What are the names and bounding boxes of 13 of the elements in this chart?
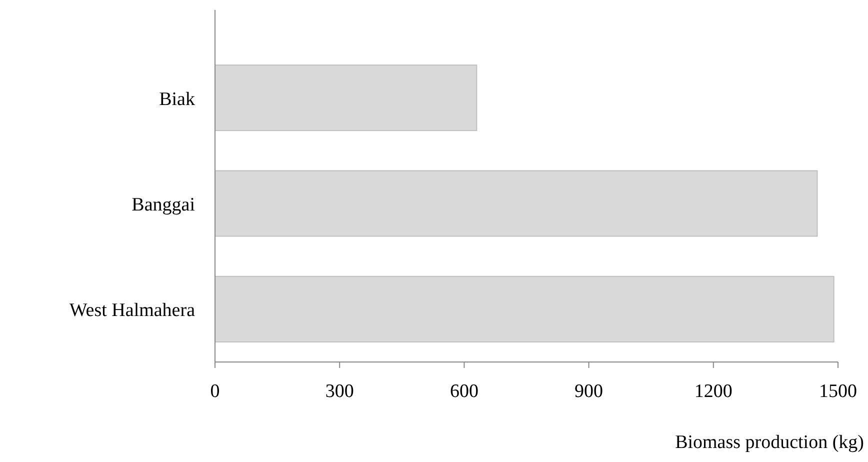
y-tick-label: West Halmahera [69, 300, 196, 322]
y-tick-label: Banggai [132, 194, 195, 216]
x-axis-title: Biomass production (kg) [675, 432, 864, 453]
x-tick-label: 300 [325, 381, 354, 402]
bar [214, 64, 478, 132]
y-tick-label: Biak [159, 88, 196, 110]
x-tick-label: 900 [574, 381, 604, 402]
bar [214, 276, 834, 342]
x-tick-label: 1500 [819, 381, 857, 402]
bar [214, 170, 818, 237]
x-tick-label: 1200 [694, 381, 732, 402]
x-tick-label: 600 [450, 381, 478, 402]
x-tick-label: 0 [210, 381, 220, 402]
